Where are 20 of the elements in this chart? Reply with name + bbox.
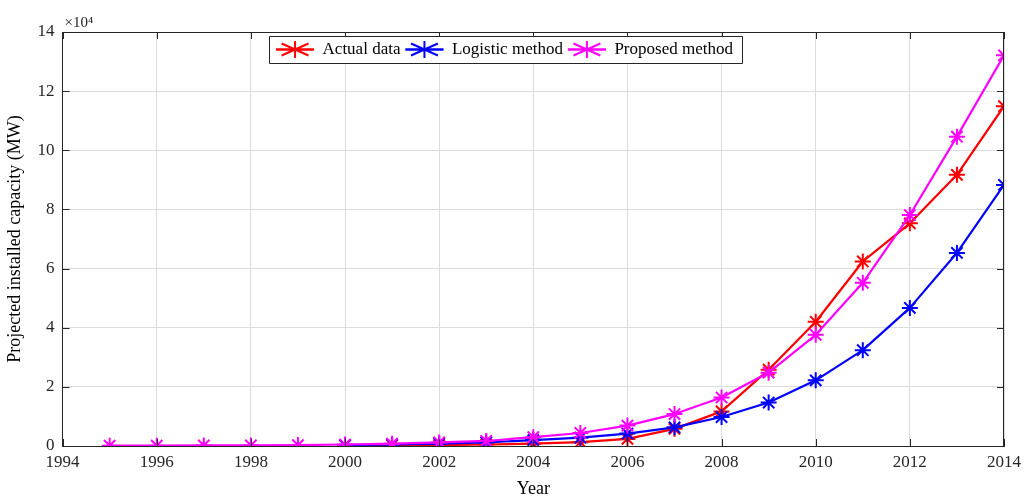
x-tick-label: 1998: [233, 451, 268, 471]
x-tick-label: 2006: [610, 451, 645, 471]
x-tick-label: 2002: [422, 451, 457, 471]
x-axis-title: Year: [516, 477, 550, 498]
x-tick-label: 2004: [516, 451, 551, 471]
y-tick-label: 14: [37, 21, 56, 41]
y-tick-label: 8: [46, 198, 55, 218]
text: ×10⁴: [64, 14, 94, 30]
y-tick-label: 4: [46, 317, 56, 337]
y-tick-label: 12: [37, 80, 55, 100]
x-tick-label: 2010: [798, 451, 833, 471]
x-tick-label: 2014: [987, 451, 1022, 471]
x-tick-label: 1996: [139, 451, 174, 471]
y-tick-label: 2: [46, 376, 55, 396]
y-axis-title: Projected installed capacity (MW): [3, 115, 25, 363]
y-tick-label: 10: [37, 139, 55, 159]
x-tick-label: 2008: [704, 451, 739, 471]
y-tick-label: 6: [46, 258, 55, 278]
x-tick-label: 2012: [892, 451, 927, 471]
x-tick-label: 2000: [328, 451, 363, 471]
